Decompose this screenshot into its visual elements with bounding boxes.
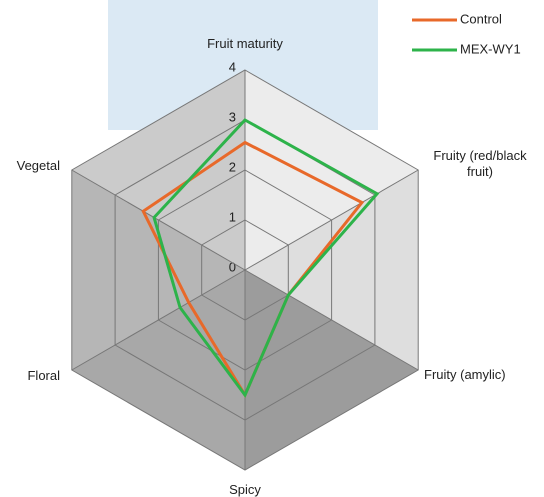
legend-label: MEX-WY1 — [460, 41, 521, 56]
axis-label: Fruity (amylic) — [424, 367, 506, 382]
spoke — [71, 169, 246, 271]
legend-label: Control — [460, 11, 502, 26]
series-line — [152, 118, 380, 398]
r-tick-label: 1 — [229, 209, 236, 224]
r-tick-label: 2 — [229, 159, 236, 174]
spoke — [244, 169, 419, 271]
axis-label: Fruity (red/black fruit) — [433, 148, 527, 179]
axis-label: Spicy — [229, 482, 261, 497]
axis-label: Vegetal — [16, 158, 60, 173]
r-tick-label: 3 — [229, 109, 236, 124]
axis-label: Fruit maturity — [207, 36, 283, 51]
axis-label: Floral — [27, 368, 60, 383]
spoke — [244, 269, 419, 371]
r-tick-label: 0 — [229, 259, 236, 274]
spoke — [71, 269, 246, 371]
r-tick-label: 4 — [229, 59, 236, 74]
